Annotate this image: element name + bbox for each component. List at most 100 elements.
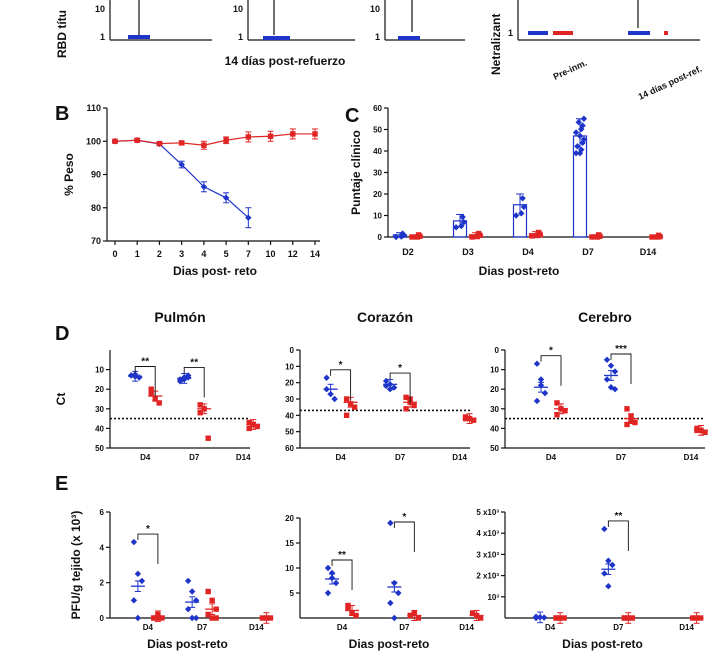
p0-point-red <box>148 386 154 392</box>
c-xtick-label: D2 <box>402 247 414 257</box>
b-point-red <box>267 133 274 139</box>
p2-ytick-label: 0 <box>495 346 500 355</box>
p2-ytick-label: 30 <box>490 405 499 414</box>
p4-xtick-label: D7 <box>399 623 410 632</box>
p4-point-blue <box>395 589 402 597</box>
c-xtick-label: D4 <box>522 247 534 257</box>
c-point-red <box>594 234 600 240</box>
p1-sig-bracket <box>389 372 411 404</box>
p3-point-red <box>209 597 215 604</box>
p2-point-blue <box>603 356 611 363</box>
p0-ytick-label: 30 <box>95 405 104 414</box>
p1-point-red <box>411 402 417 409</box>
c-ytick-label: 40 <box>373 147 382 156</box>
c-ytick-label: 50 <box>373 126 382 135</box>
p2-xtick-label: D4 <box>546 453 557 462</box>
c-point-blue <box>452 224 460 231</box>
p0-point-red <box>197 410 203 416</box>
p5-ytick-label: 3 x10³ <box>476 550 499 559</box>
p3-sig-bracket <box>137 533 159 565</box>
b-point-red <box>223 137 229 143</box>
b-point-red <box>312 131 318 137</box>
p3-point-red <box>209 615 215 621</box>
b-ytick-label: 70 <box>91 236 101 246</box>
p3-point-blue <box>192 597 200 604</box>
p3-point-red <box>205 611 211 618</box>
c-point-red <box>529 233 535 239</box>
p5-ytick-label: 10³ <box>487 593 499 602</box>
p3-xtick-label: D14 <box>249 623 264 632</box>
p1-point-red <box>470 417 477 423</box>
b-xtick-label: 4 <box>201 249 206 259</box>
c-point-blue <box>579 122 586 129</box>
p2-sig-label: *** <box>615 344 627 355</box>
p4-point-red <box>469 610 476 616</box>
p4-sig-label: * <box>402 512 406 523</box>
b-xtick-label: 2 <box>157 249 162 259</box>
c-ytick-label: 30 <box>373 169 382 178</box>
p3-point-red <box>205 588 211 595</box>
p2-point-red <box>702 429 708 436</box>
p0-ytick-label: 40 <box>95 424 104 433</box>
p0-point-red <box>148 390 154 396</box>
panel-label-b: B <box>55 103 69 125</box>
p3-point-blue <box>192 614 200 622</box>
p1-ytick-label: 0 <box>290 346 295 355</box>
p3-point-red <box>213 615 219 621</box>
p4-sig-label: ** <box>338 550 346 561</box>
b-point-blue <box>200 183 208 191</box>
p5-point-blue <box>601 570 608 577</box>
p3-point-blue <box>130 538 138 546</box>
p3-point-blue <box>134 614 142 622</box>
p4-sig-bracket <box>393 521 415 552</box>
p2-sig-bracket <box>610 353 632 384</box>
p3-point-blue <box>134 570 142 578</box>
b-series-blue-line <box>114 139 249 219</box>
p4-ytick-label: 5 <box>290 589 295 598</box>
p2-point-blue <box>533 360 541 367</box>
p0-point-red <box>156 400 162 406</box>
p1-point-blue <box>323 374 330 381</box>
b-ylabel: % Peso <box>62 153 76 196</box>
p1-xtick-label: D14 <box>452 453 467 462</box>
c-point-red <box>589 234 595 240</box>
p5-sig-bracket <box>607 520 629 551</box>
p1-xtick-label: D7 <box>395 453 406 462</box>
top-panel-2: 10 1 <box>233 0 355 42</box>
c-xlabel: Dias post-reto <box>479 264 560 278</box>
p4-point-blue <box>391 614 398 622</box>
c-point-blue <box>580 136 588 143</box>
p0-title: Pulmón <box>154 309 205 325</box>
b-point-blue <box>222 194 230 201</box>
p5-point-blue <box>605 557 612 564</box>
p2-sig-label: * <box>549 346 553 357</box>
top1-tick-1: 1 <box>100 32 105 42</box>
top1-tick-10: 10 <box>95 4 105 14</box>
p4-point-blue <box>328 569 336 577</box>
p0-sig-label: ** <box>190 357 198 368</box>
p1-xtick-label: D4 <box>335 453 346 462</box>
top-ylabel-left: RBD títu <box>55 10 69 58</box>
c-point-blue <box>459 213 466 221</box>
p4-sig-bracket <box>331 559 353 590</box>
c-point-blue <box>518 210 525 217</box>
c-point-blue <box>576 132 584 140</box>
p5-ytick-label: 5 x10³ <box>476 508 499 517</box>
p1-ytick-label: 40 <box>285 411 294 420</box>
b-point-red <box>178 140 185 146</box>
p0-point-red <box>246 425 252 432</box>
p0-xtick-label: D14 <box>236 453 251 462</box>
c-point-red <box>469 234 475 240</box>
p3-point-blue <box>130 597 138 604</box>
p5-xtick-label: D7 <box>613 623 624 632</box>
c-point-blue <box>398 233 405 240</box>
p2-ytick-label: 50 <box>490 444 499 453</box>
b-xtick-label: 1 <box>135 249 140 259</box>
p2-point-red <box>624 421 630 428</box>
p3-point-blue <box>138 577 146 585</box>
top-panel-4: 1 Pre-inm. 14 días post-ref. <box>508 0 703 102</box>
p4-point-blue <box>324 589 332 597</box>
p5-ytick-label: 2 x10³ <box>476 572 499 581</box>
